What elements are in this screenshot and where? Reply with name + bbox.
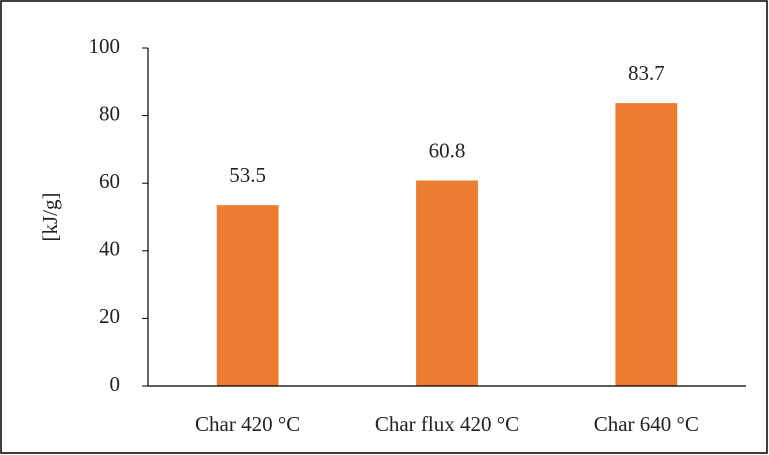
x-tick-label: Char 640 °C [594,412,699,436]
bar [416,180,478,386]
y-tick-label: 80 [99,101,120,125]
x-tick-label: Char flux 420 °C [375,412,519,436]
y-tick-label: 20 [99,304,120,328]
y-tick-label: 0 [110,372,121,396]
y-tick-label: 40 [99,237,120,261]
y-tick-label: 100 [89,34,121,58]
data-label: 53.5 [229,163,266,187]
y-axis-label: [kJ/g] [38,193,62,242]
y-tick-label: 60 [99,169,120,193]
data-label: 83.7 [628,61,665,85]
x-tick-label: Char 420 °C [195,412,300,436]
bar [615,103,678,387]
data-label: 60.8 [429,138,466,162]
bar [216,205,279,386]
